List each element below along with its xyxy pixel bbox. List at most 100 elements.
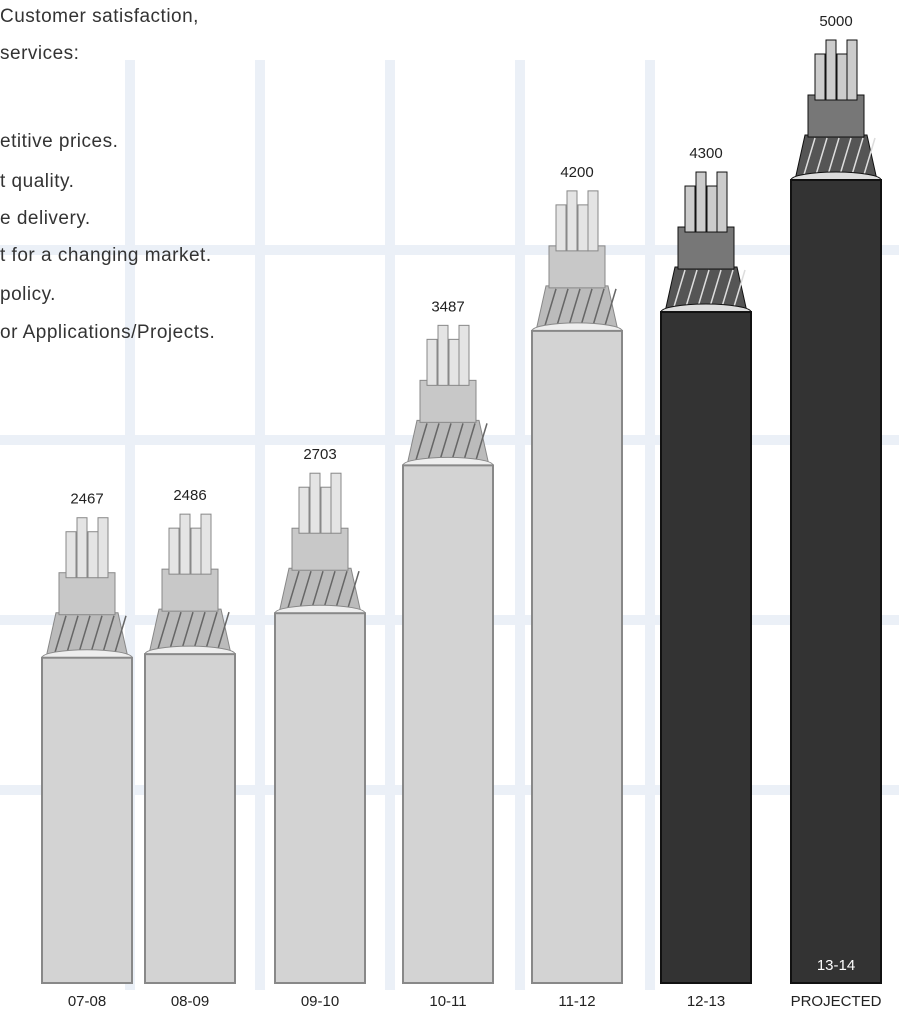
intro-line: e delivery. [0, 208, 91, 229]
value-label: 2486 [173, 487, 206, 504]
cable-bar [144, 513, 236, 984]
conductor [87, 531, 99, 579]
armour-wire [814, 137, 828, 179]
value-label: 4300 [689, 145, 722, 162]
armour-wire [862, 137, 876, 179]
value-label: 5000 [819, 13, 852, 30]
annotation: PROJECTED [791, 993, 882, 1010]
conductor [448, 338, 460, 386]
conductor [684, 185, 696, 233]
armour-wire [322, 570, 336, 612]
conductor [168, 527, 180, 575]
armour-wire [696, 269, 710, 311]
armour-wire [450, 423, 464, 464]
cable-sheath [677, 226, 735, 270]
armour-wire [426, 423, 440, 464]
intro-line: t quality. [0, 171, 75, 192]
armour-wire [543, 288, 557, 330]
conductor [814, 53, 826, 101]
intro-line: policy. [0, 284, 56, 305]
armour-wire [192, 611, 206, 653]
conductor [587, 190, 599, 252]
armour-wire [802, 137, 816, 179]
armour-wire [156, 611, 170, 653]
cable-bar [790, 39, 882, 984]
armour-wire [474, 423, 488, 464]
intro-line: t for a changing market. [0, 245, 212, 266]
x-tick-label: 09-10 [301, 993, 339, 1010]
cable-bar [402, 324, 494, 984]
cable-body [402, 464, 494, 984]
armour-wire [334, 570, 348, 612]
conductor [555, 204, 567, 252]
conductor [706, 185, 718, 233]
conductor [190, 527, 202, 575]
x-tick-label: 13-14 [817, 957, 855, 974]
cable-sheath [291, 527, 349, 571]
intro-line: or Applications/Projects. [0, 322, 216, 343]
cable-bar [274, 472, 366, 984]
conductor [577, 204, 589, 252]
armour-wire [850, 137, 864, 179]
intro-line: services: [0, 43, 80, 64]
armour-wire [555, 288, 569, 330]
conductor [298, 486, 310, 534]
armour-wire [414, 423, 428, 464]
x-tick-label: 11-12 [558, 993, 595, 1010]
cable-body [660, 311, 752, 984]
cable-body [41, 656, 133, 985]
armour-wire [684, 269, 698, 311]
conductor [320, 486, 332, 534]
cable-sheath [807, 94, 865, 138]
cable-sheath [419, 379, 477, 423]
conductor [458, 324, 470, 386]
armour-wire [113, 615, 127, 656]
conductor [200, 513, 212, 575]
armour-wire [65, 615, 79, 656]
cable-bar [41, 517, 133, 985]
armour-wire [216, 611, 230, 653]
x-tick-label: 08-09 [171, 993, 209, 1010]
conductor [76, 517, 88, 579]
armour-wire [603, 288, 617, 330]
armour-wire [298, 570, 312, 612]
conductor [330, 472, 342, 534]
armour-wire [89, 615, 103, 656]
x-tick-label: 10-11 [429, 993, 466, 1010]
conductor [426, 338, 438, 386]
value-label: 3487 [431, 298, 464, 315]
armour-wire [591, 288, 605, 330]
armour-wire [310, 570, 324, 612]
armour-wire [732, 269, 746, 311]
conductor [566, 190, 578, 252]
armour-wire [838, 137, 852, 179]
value-label: 2467 [70, 491, 103, 508]
value-label: 4200 [560, 164, 593, 181]
cable-body [790, 179, 882, 984]
armour-wire [826, 137, 840, 179]
armour-wire [77, 615, 91, 656]
conductor [437, 324, 449, 386]
cable-sheath [161, 568, 219, 612]
armour-wire [720, 269, 734, 311]
armour-wire [180, 611, 194, 653]
conductor [695, 171, 707, 233]
cable-body [274, 612, 366, 984]
conductor [309, 472, 321, 534]
armour-wire [204, 611, 218, 653]
x-tick-label: 07-08 [68, 993, 106, 1010]
conductor [825, 39, 837, 101]
armour-wire [579, 288, 593, 330]
armour-wire [567, 288, 581, 330]
conductor [65, 531, 77, 579]
cable-sheath [58, 572, 116, 616]
cable-sheath [548, 245, 606, 289]
armour-wire [462, 423, 476, 464]
conductor [179, 513, 191, 575]
armour-wire [672, 269, 686, 311]
conductor [716, 171, 728, 233]
conductor [97, 517, 109, 579]
intro-line: etitive prices. [0, 131, 119, 152]
